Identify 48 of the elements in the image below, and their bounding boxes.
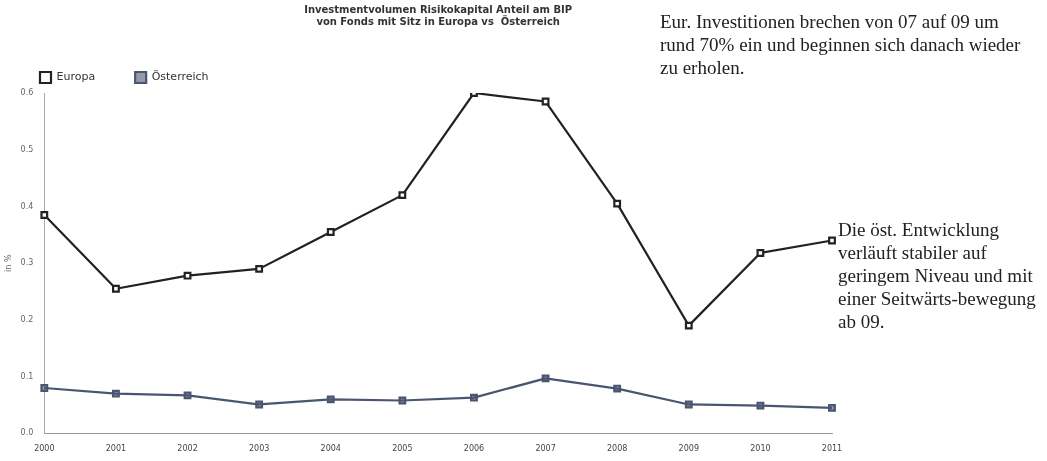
y-tick-label: 0.6 bbox=[20, 88, 34, 98]
x-tick-label: 2006 bbox=[463, 444, 485, 454]
point bbox=[756, 401, 765, 410]
y-axis-title: in % bbox=[3, 254, 13, 272]
legend-label: Österreich bbox=[151, 70, 209, 84]
point bbox=[326, 395, 335, 404]
point bbox=[684, 400, 693, 409]
x-tick-label: 2009 bbox=[678, 444, 699, 454]
x-tick-label: 2003 bbox=[248, 444, 270, 454]
point bbox=[112, 389, 120, 398]
point bbox=[40, 211, 49, 219]
y-tick-label: 0.3 bbox=[20, 258, 34, 268]
point bbox=[112, 284, 120, 293]
x-tick-label: 2002 bbox=[177, 444, 198, 454]
point bbox=[326, 228, 335, 236]
point bbox=[541, 97, 550, 106]
y-tick-label: 0.1 bbox=[20, 371, 34, 381]
point bbox=[255, 400, 264, 409]
text: Die öst. Entwicklung verläuft stabiler auf geringem Niveau und mit einer Seitwärts-bewegung ab 09. bbox=[838, 219, 1037, 333]
point bbox=[756, 249, 765, 257]
x-tick-label: 2001 bbox=[105, 444, 127, 454]
point bbox=[541, 374, 550, 383]
y-tick-label: 0.4 bbox=[20, 201, 34, 211]
y-tick-label: 0.0 bbox=[20, 428, 34, 438]
point bbox=[398, 191, 407, 200]
point bbox=[183, 391, 192, 400]
text: Eur. Investitionen brechen von 07 auf 09 um rund 70% ein und beginnen sich danach wieder zu erholen. bbox=[660, 11, 1022, 79]
point bbox=[40, 384, 49, 392]
x-tick-label: 2008 bbox=[607, 444, 628, 454]
x-tick-label: 2007 bbox=[535, 444, 556, 454]
x-tick-label: 2011 bbox=[821, 444, 843, 454]
x-tick-label: 2000 bbox=[34, 444, 55, 454]
point bbox=[255, 264, 264, 273]
point bbox=[470, 393, 478, 402]
point bbox=[828, 236, 836, 245]
x-tick-label: 2005 bbox=[392, 444, 413, 454]
point bbox=[398, 396, 407, 405]
y-tick-label: 0.2 bbox=[20, 315, 34, 325]
x-tick-label: 2004 bbox=[320, 444, 341, 454]
point bbox=[684, 321, 693, 330]
point bbox=[183, 271, 192, 280]
point bbox=[613, 199, 622, 208]
x-tick-label: 2010 bbox=[750, 444, 771, 454]
point bbox=[828, 403, 836, 412]
chart-title: Investmentvolumen Risikokapital Anteil am BIP von Fonds mit Sitz in Europa vs Österreich bbox=[304, 3, 573, 27]
y-tick-label: 0.5 bbox=[20, 144, 34, 154]
point bbox=[613, 384, 622, 393]
legend-label: Europa bbox=[56, 70, 96, 84]
